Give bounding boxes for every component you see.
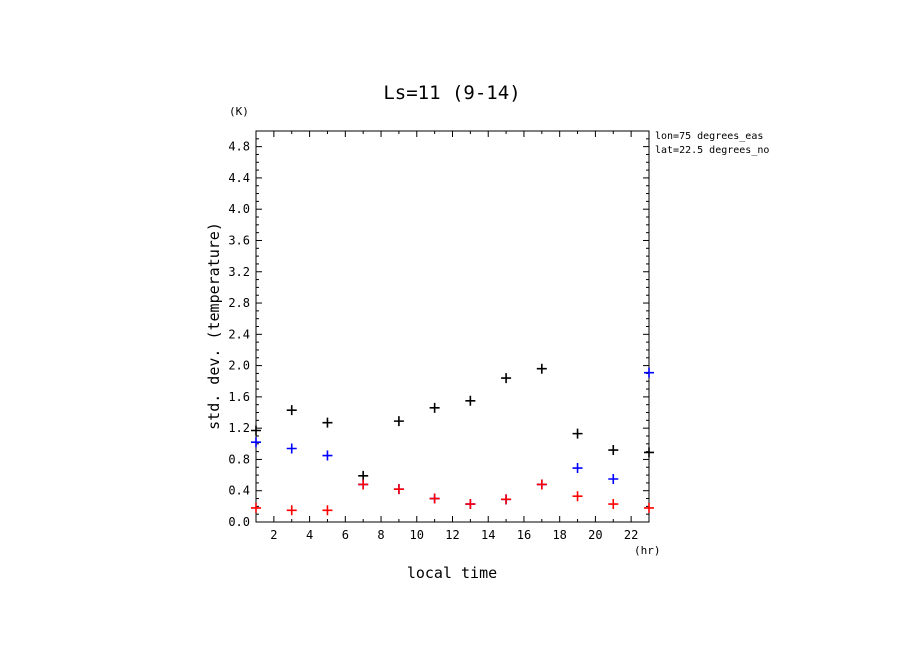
x-axis-label: local time — [407, 564, 497, 582]
data-point-series-2 — [644, 367, 654, 378]
data-point-series-3 — [358, 479, 369, 490]
x-tick-label: 4 — [306, 528, 313, 542]
data-point-series-2 — [251, 437, 261, 448]
y-tick-label: 2.4 — [228, 327, 250, 341]
data-point-series-3 — [644, 502, 654, 513]
y-tick-label: 3.2 — [228, 265, 250, 279]
data-point-series-1 — [465, 395, 476, 406]
x-tick-label: 22 — [624, 528, 638, 542]
data-point-series-3 — [429, 493, 440, 504]
data-point-series-1 — [644, 447, 654, 458]
data-point-series-1 — [286, 405, 297, 416]
y-tick-label: 4.0 — [228, 202, 250, 216]
y-axis-label: std. dev. (temperature) — [205, 222, 223, 430]
x-unit: (hr) — [634, 544, 661, 557]
data-point-series-3 — [501, 494, 512, 505]
x-tick-label: 16 — [517, 528, 531, 542]
data-point-series-2 — [286, 443, 297, 454]
data-point-series-1 — [572, 428, 583, 439]
data-point-series-1 — [608, 445, 619, 456]
y-tick-label: 2.0 — [228, 359, 250, 373]
data-point-series-3 — [251, 502, 261, 513]
data-point-series-1 — [251, 425, 261, 436]
data-marks — [251, 363, 654, 516]
data-point-series-1 — [393, 416, 404, 427]
data-point-series-3 — [286, 505, 297, 516]
data-point-series-2 — [322, 450, 333, 461]
y-tick-label: 4.4 — [228, 171, 250, 185]
x-tick-label: 18 — [552, 528, 566, 542]
x-tick-label: 8 — [377, 528, 384, 542]
y-tick-label: 2.8 — [228, 296, 250, 310]
y-tick-label: 3.6 — [228, 233, 250, 247]
x-tick-label: 14 — [481, 528, 495, 542]
data-point-series-3 — [393, 484, 404, 495]
data-point-series-2 — [572, 463, 583, 474]
x-tick-label: 2 — [270, 528, 277, 542]
data-point-series-2 — [608, 473, 619, 484]
data-point-series-3 — [322, 505, 333, 516]
data-point-series-3 — [465, 499, 476, 510]
y-tick-label: 0.4 — [228, 484, 250, 498]
y-tick-label: 1.6 — [228, 390, 250, 404]
data-point-series-1 — [536, 363, 547, 374]
data-point-series-3 — [608, 499, 619, 510]
x-tick-label: 20 — [588, 528, 602, 542]
data-point-series-1 — [358, 470, 369, 481]
data-point-series-3 — [572, 491, 583, 502]
y-unit: (K) — [229, 105, 249, 118]
data-point-series-1 — [501, 373, 512, 384]
plot-frame — [255, 130, 650, 523]
chart-title: Ls=11 (9-14) — [383, 82, 520, 104]
data-point-series-3 — [536, 479, 547, 490]
y-tick-label: 0.8 — [228, 452, 250, 466]
y-tick-label: 1.2 — [228, 421, 250, 435]
x-tick-label: 12 — [445, 528, 459, 542]
y-tick-label: 0.0 — [228, 515, 250, 529]
x-tick-label: 6 — [342, 528, 349, 542]
data-point-series-1 — [322, 417, 333, 428]
axes: 2 4 6 8 10 12 14 16 18 20 22 0.0 0.4 0.8 1.2 1.6 2.0 2.4 2… — [228, 130, 650, 542]
annotation-lat: lat=22.5 degrees_no — [655, 145, 769, 156]
annotation-lon: lon=75 degrees_eas — [655, 131, 763, 142]
x-tick-label: 10 — [410, 528, 424, 542]
y-tick-label: 4.8 — [228, 140, 250, 154]
data-point-series-1 — [429, 402, 440, 413]
